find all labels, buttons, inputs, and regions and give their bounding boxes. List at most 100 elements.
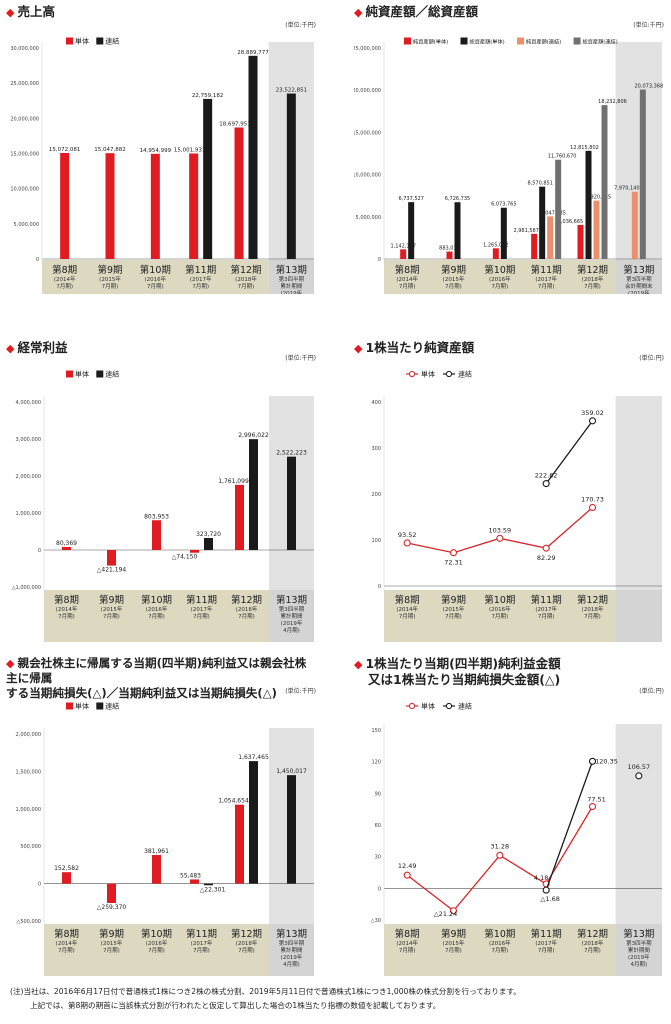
- diamond-bullet-icon: ◆: [6, 6, 15, 19]
- y-tick-label: 10,000,000: [10, 187, 39, 193]
- data-label: 15,001,931: [174, 147, 206, 153]
- x-label-band: [44, 590, 269, 642]
- data-label: 106.57: [627, 763, 650, 771]
- bar: [107, 550, 116, 566]
- data-label: 1,637,465: [238, 754, 269, 761]
- x-period-year: (2015年: [101, 605, 123, 613]
- data-label: 15,047,882: [94, 147, 126, 153]
- x-period-year: (2016年: [489, 605, 511, 613]
- data-label: 8,570,851: [527, 181, 552, 187]
- bar: [287, 775, 296, 884]
- legend-marker-icon: [408, 702, 416, 710]
- x-period-label: 第10期: [140, 264, 171, 276]
- bps-chart-title: ◆ 1株当たり純資産額: [354, 340, 475, 355]
- unit-label: (単位:千円): [285, 355, 316, 362]
- x-period-sub: (2019年: [628, 953, 650, 961]
- legend-marker-icon: [445, 370, 453, 378]
- x-period-month: 7月期): [238, 613, 255, 620]
- data-label: 18,232,806: [598, 99, 627, 105]
- legend-label: 単体: [75, 37, 89, 46]
- x-period-label: 第11期: [185, 264, 216, 276]
- data-label: 5,047,035: [540, 210, 565, 216]
- legend-label: 単体: [75, 702, 89, 711]
- x-period-sub: 4月期): [631, 961, 648, 968]
- bar: [601, 105, 608, 260]
- data-point: [496, 534, 504, 542]
- x-period-label: 第12期: [231, 594, 262, 606]
- x-period-label: 第10期: [484, 264, 515, 276]
- bar: [204, 883, 213, 886]
- data-point: [588, 802, 597, 811]
- x-period-sub: 第3四半期: [279, 275, 305, 283]
- data-label: 80,369: [56, 540, 77, 547]
- data-label: 103.59: [488, 526, 511, 534]
- x-period-month: 7月期): [492, 613, 509, 620]
- x-period-sub: 4月期): [283, 627, 300, 634]
- period13-label-band: [269, 924, 314, 976]
- y-tick-label: 300: [371, 446, 381, 452]
- eps-chart-panel: ◆ 1株当たり当期(四半期)純利益金額 又は1株当たり当期純損失金額(△) (単位:…: [354, 656, 664, 976]
- data-label: △22,301: [200, 886, 226, 893]
- data-label: 2,522,223: [276, 450, 307, 457]
- legend-label: 連結: [458, 702, 472, 711]
- x-period-month: 7月期): [492, 947, 509, 954]
- bar: [105, 153, 115, 259]
- y-tick-label: 30,000,000: [10, 46, 39, 52]
- x-period-month: 7月期): [58, 613, 75, 620]
- bar: [547, 216, 554, 259]
- x-period-label: 第9期: [441, 928, 466, 940]
- data-point: [588, 757, 597, 765]
- data-point: [403, 871, 411, 879]
- x-period-sub: 累計期間: [280, 612, 303, 620]
- x-period-year: (2018年: [236, 939, 258, 947]
- x-period-month: 7月期): [399, 613, 416, 620]
- period13-highlight: [615, 42, 662, 294]
- period13-label-band: [269, 590, 314, 642]
- x-period-sub: (2019年: [281, 953, 303, 961]
- x-period-month: 7月期): [538, 283, 555, 290]
- bar: [555, 159, 562, 259]
- y-tick-label: 1,000,000: [16, 511, 41, 517]
- y-tick-label: 90: [375, 791, 381, 797]
- x-period-label: 第12期: [577, 594, 608, 606]
- bar: [446, 251, 453, 259]
- period13-label-band: [615, 590, 662, 642]
- data-point: [449, 907, 458, 915]
- period13-label-band: [615, 924, 662, 976]
- x-period-label: 第10期: [141, 928, 172, 940]
- data-label: 883,011: [439, 246, 460, 252]
- y-tick-label: 1,000,000: [16, 807, 41, 813]
- x-period-sub: (2019年: [281, 289, 303, 294]
- data-label: 1,761,099: [218, 478, 249, 485]
- bar: [152, 520, 161, 550]
- x-label-band: [384, 260, 616, 294]
- x-period-sub: 累計期間: [280, 282, 303, 290]
- x-period-year: (2017年: [190, 275, 212, 283]
- y-tick-label: 5,000,000: [356, 215, 381, 221]
- net-income-chart: △500,000 0 500,000 1,000,000 1,500,000 2,000,…: [16, 702, 314, 976]
- bar: [287, 456, 296, 550]
- x-period-year: (2017年: [535, 275, 557, 283]
- legend-swatch-icon: [460, 37, 468, 45]
- data-label: 222.62: [535, 472, 558, 480]
- x-period-month: 7月期): [238, 283, 255, 290]
- x-period-label: 第8期: [54, 928, 79, 940]
- legend-label: 連結: [105, 37, 119, 46]
- data-label: 12,815,802: [570, 145, 599, 151]
- data-point: [588, 503, 597, 512]
- x-period-month: 7月期): [445, 283, 462, 290]
- y-tick-label: 5,000,000: [14, 222, 39, 228]
- ordinary-profit-chart: △1,000,000 0 1,000,000 2,000,000 3,000,000 4,…: [12, 370, 314, 642]
- x-period-sub: 会計期間末: [625, 282, 653, 290]
- data-label: 4,036,665: [558, 219, 583, 225]
- x-period-month: 7月期): [102, 283, 119, 290]
- x-period-year: (2016年: [146, 939, 168, 947]
- y-tick-label: 20,000,000: [10, 116, 39, 122]
- x-period-label: 第8期: [395, 264, 420, 276]
- data-point: [542, 544, 550, 552]
- data-point: [449, 549, 458, 557]
- legend-swatch-icon: [66, 37, 73, 45]
- data-label: 20,073,368: [635, 84, 664, 90]
- bar: [631, 191, 638, 259]
- legend-swatch-icon: [517, 37, 525, 45]
